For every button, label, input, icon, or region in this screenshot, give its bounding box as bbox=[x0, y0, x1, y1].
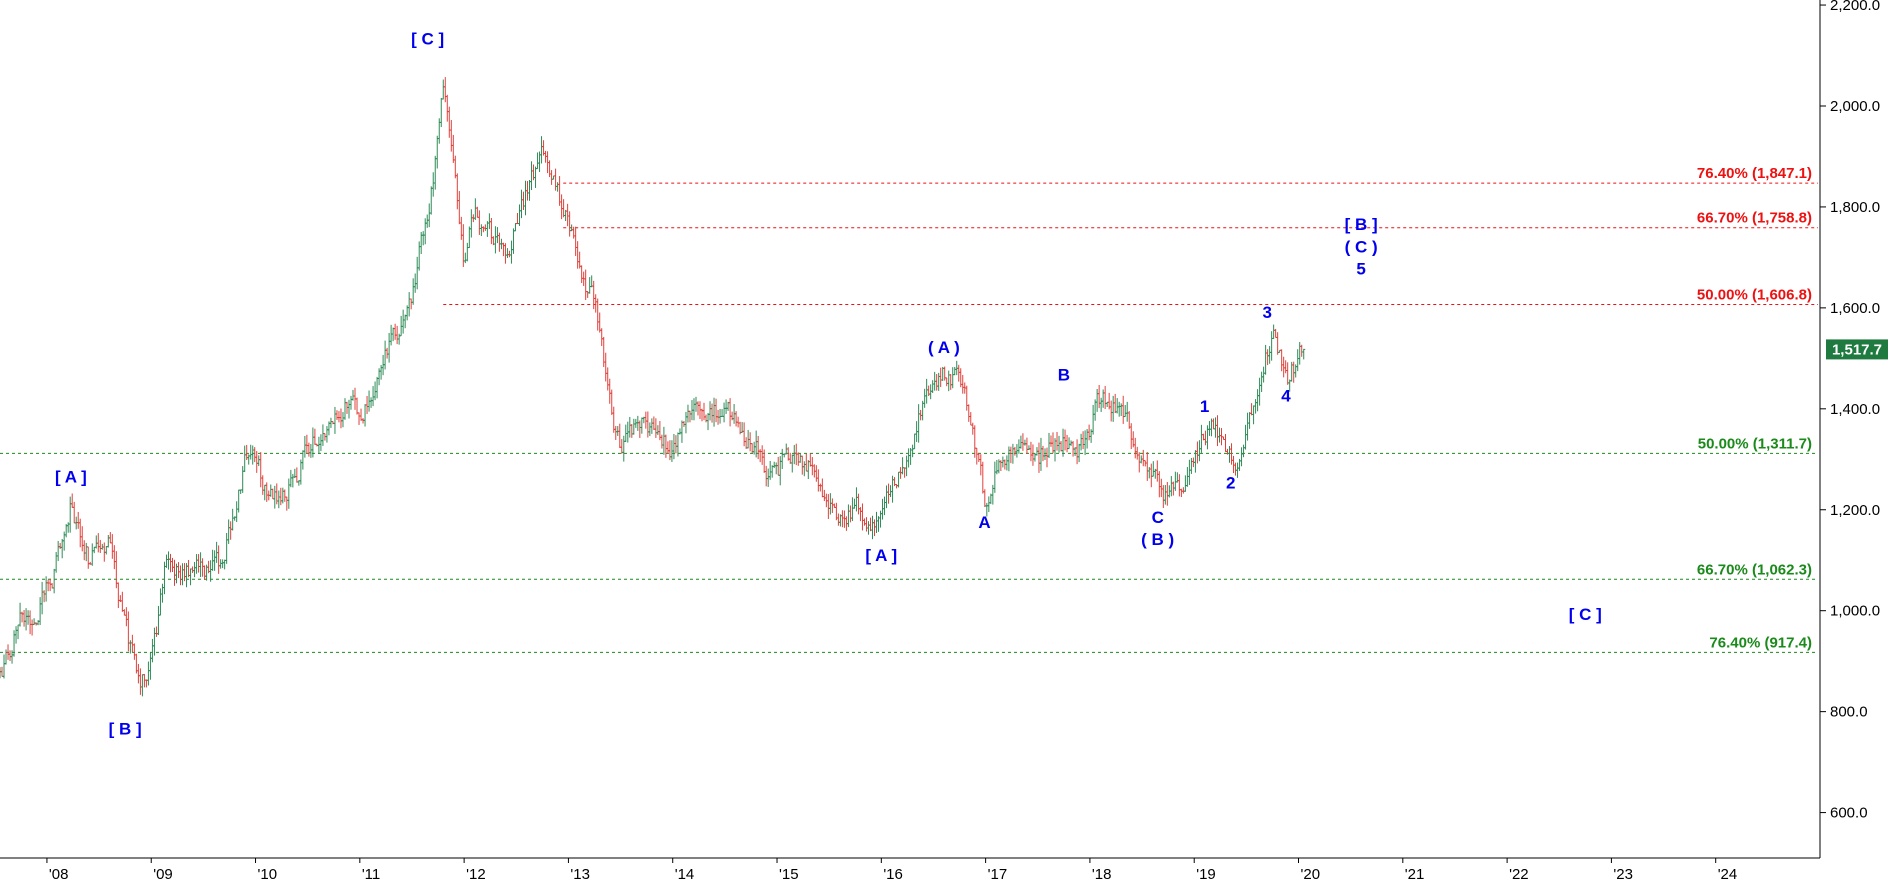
y-tick-label: 1,000.0 bbox=[1830, 603, 1880, 620]
y-tick-label: 1,400.0 bbox=[1830, 401, 1880, 418]
x-axis: '08 '09 '10 '11 '12 '13 '14 '15 '16 '17 '18 '19 '20 '… bbox=[0, 857, 1820, 883]
wave-labels: [ A ] [ B ] [ C ] [ A ] ( A ) A B C ( B ) 1 2 3 4 [ B… bbox=[55, 29, 1602, 738]
wave-label: 2 bbox=[1226, 473, 1235, 492]
last-price-value: 1,517.7 bbox=[1832, 341, 1882, 358]
wave-label: ( A ) bbox=[928, 338, 960, 357]
x-tick-label: '08 bbox=[49, 866, 69, 883]
y-tick-label: 800.0 bbox=[1830, 704, 1868, 721]
x-tick-label: '18 bbox=[1092, 866, 1112, 883]
x-tick-label: '11 bbox=[362, 866, 380, 883]
wave-label: [ C ] bbox=[411, 29, 444, 48]
wave-label: B bbox=[1058, 365, 1070, 384]
x-tick-label: '17 bbox=[988, 866, 1008, 883]
wave-label: 3 bbox=[1262, 303, 1271, 322]
y-tick-label: 2,000.0 bbox=[1830, 98, 1880, 115]
wave-label: [ B ] bbox=[109, 719, 142, 738]
last-price-badge-bg bbox=[1826, 339, 1888, 360]
wave-label: ( C ) bbox=[1345, 237, 1378, 256]
last-price-badge: 1,517.7 bbox=[1826, 339, 1888, 360]
wave-label: [ C ] bbox=[1569, 605, 1602, 624]
y-tick-label: 1,200.0 bbox=[1830, 502, 1880, 519]
y-tick-label: 600.0 bbox=[1830, 805, 1868, 822]
x-tick-label: '12 bbox=[466, 866, 486, 883]
y-tick-label: 2,200.0 bbox=[1830, 0, 1880, 14]
wave-label: [ A ] bbox=[55, 467, 87, 486]
x-tick-label: '20 bbox=[1301, 866, 1321, 883]
fib-level-label: 76.40% (917.4) bbox=[1709, 634, 1812, 651]
x-tick-label: '24 bbox=[1718, 866, 1738, 883]
x-tick-label: '19 bbox=[1196, 866, 1216, 883]
ohlc-bars bbox=[0, 77, 1306, 697]
wave-label: 1 bbox=[1200, 397, 1209, 416]
wave-label: ( B ) bbox=[1141, 530, 1174, 549]
fib-levels: 76.40% (1,847.1) 66.70% (1,758.8) 50.00% (… bbox=[0, 165, 1818, 653]
fib-level-label: 66.70% (1,758.8) bbox=[1697, 210, 1812, 227]
x-tick-label: '21 bbox=[1405, 866, 1425, 883]
y-tick-label: 1,600.0 bbox=[1830, 300, 1880, 317]
x-tick-label: '23 bbox=[1613, 866, 1633, 883]
x-tick-label: '10 bbox=[258, 866, 278, 883]
x-tick-label: '09 bbox=[153, 866, 173, 883]
wave-label: 4 bbox=[1281, 387, 1291, 406]
y-axis: 600.0 800.0 1,000.0 1,200.0 1,400.0 1,600.0 1,… bbox=[1819, 0, 1880, 858]
plot-background bbox=[0, 0, 1820, 858]
ohlc-bar bbox=[1302, 348, 1306, 360]
wave-label: C bbox=[1152, 508, 1164, 527]
x-tick-label: '14 bbox=[675, 866, 695, 883]
x-tick-label: '15 bbox=[779, 866, 799, 883]
wave-label: 5 bbox=[1356, 260, 1365, 279]
x-tick-label: '13 bbox=[570, 866, 590, 883]
fib-level-label: 50.00% (1,311.7) bbox=[1698, 435, 1812, 452]
x-tick-label: '22 bbox=[1509, 866, 1529, 883]
wave-label: A bbox=[978, 513, 990, 532]
fib-level-label: 50.00% (1,606.8) bbox=[1697, 286, 1812, 303]
wave-label: [ A ] bbox=[865, 546, 897, 565]
fib-level-label: 76.40% (1,847.1) bbox=[1697, 165, 1812, 182]
wave-label: [ B ] bbox=[1345, 215, 1378, 234]
fib-level-label: 66.70% (1,062.3) bbox=[1697, 561, 1812, 578]
x-tick-label: '16 bbox=[883, 866, 903, 883]
y-tick-label: 1,800.0 bbox=[1830, 199, 1880, 216]
